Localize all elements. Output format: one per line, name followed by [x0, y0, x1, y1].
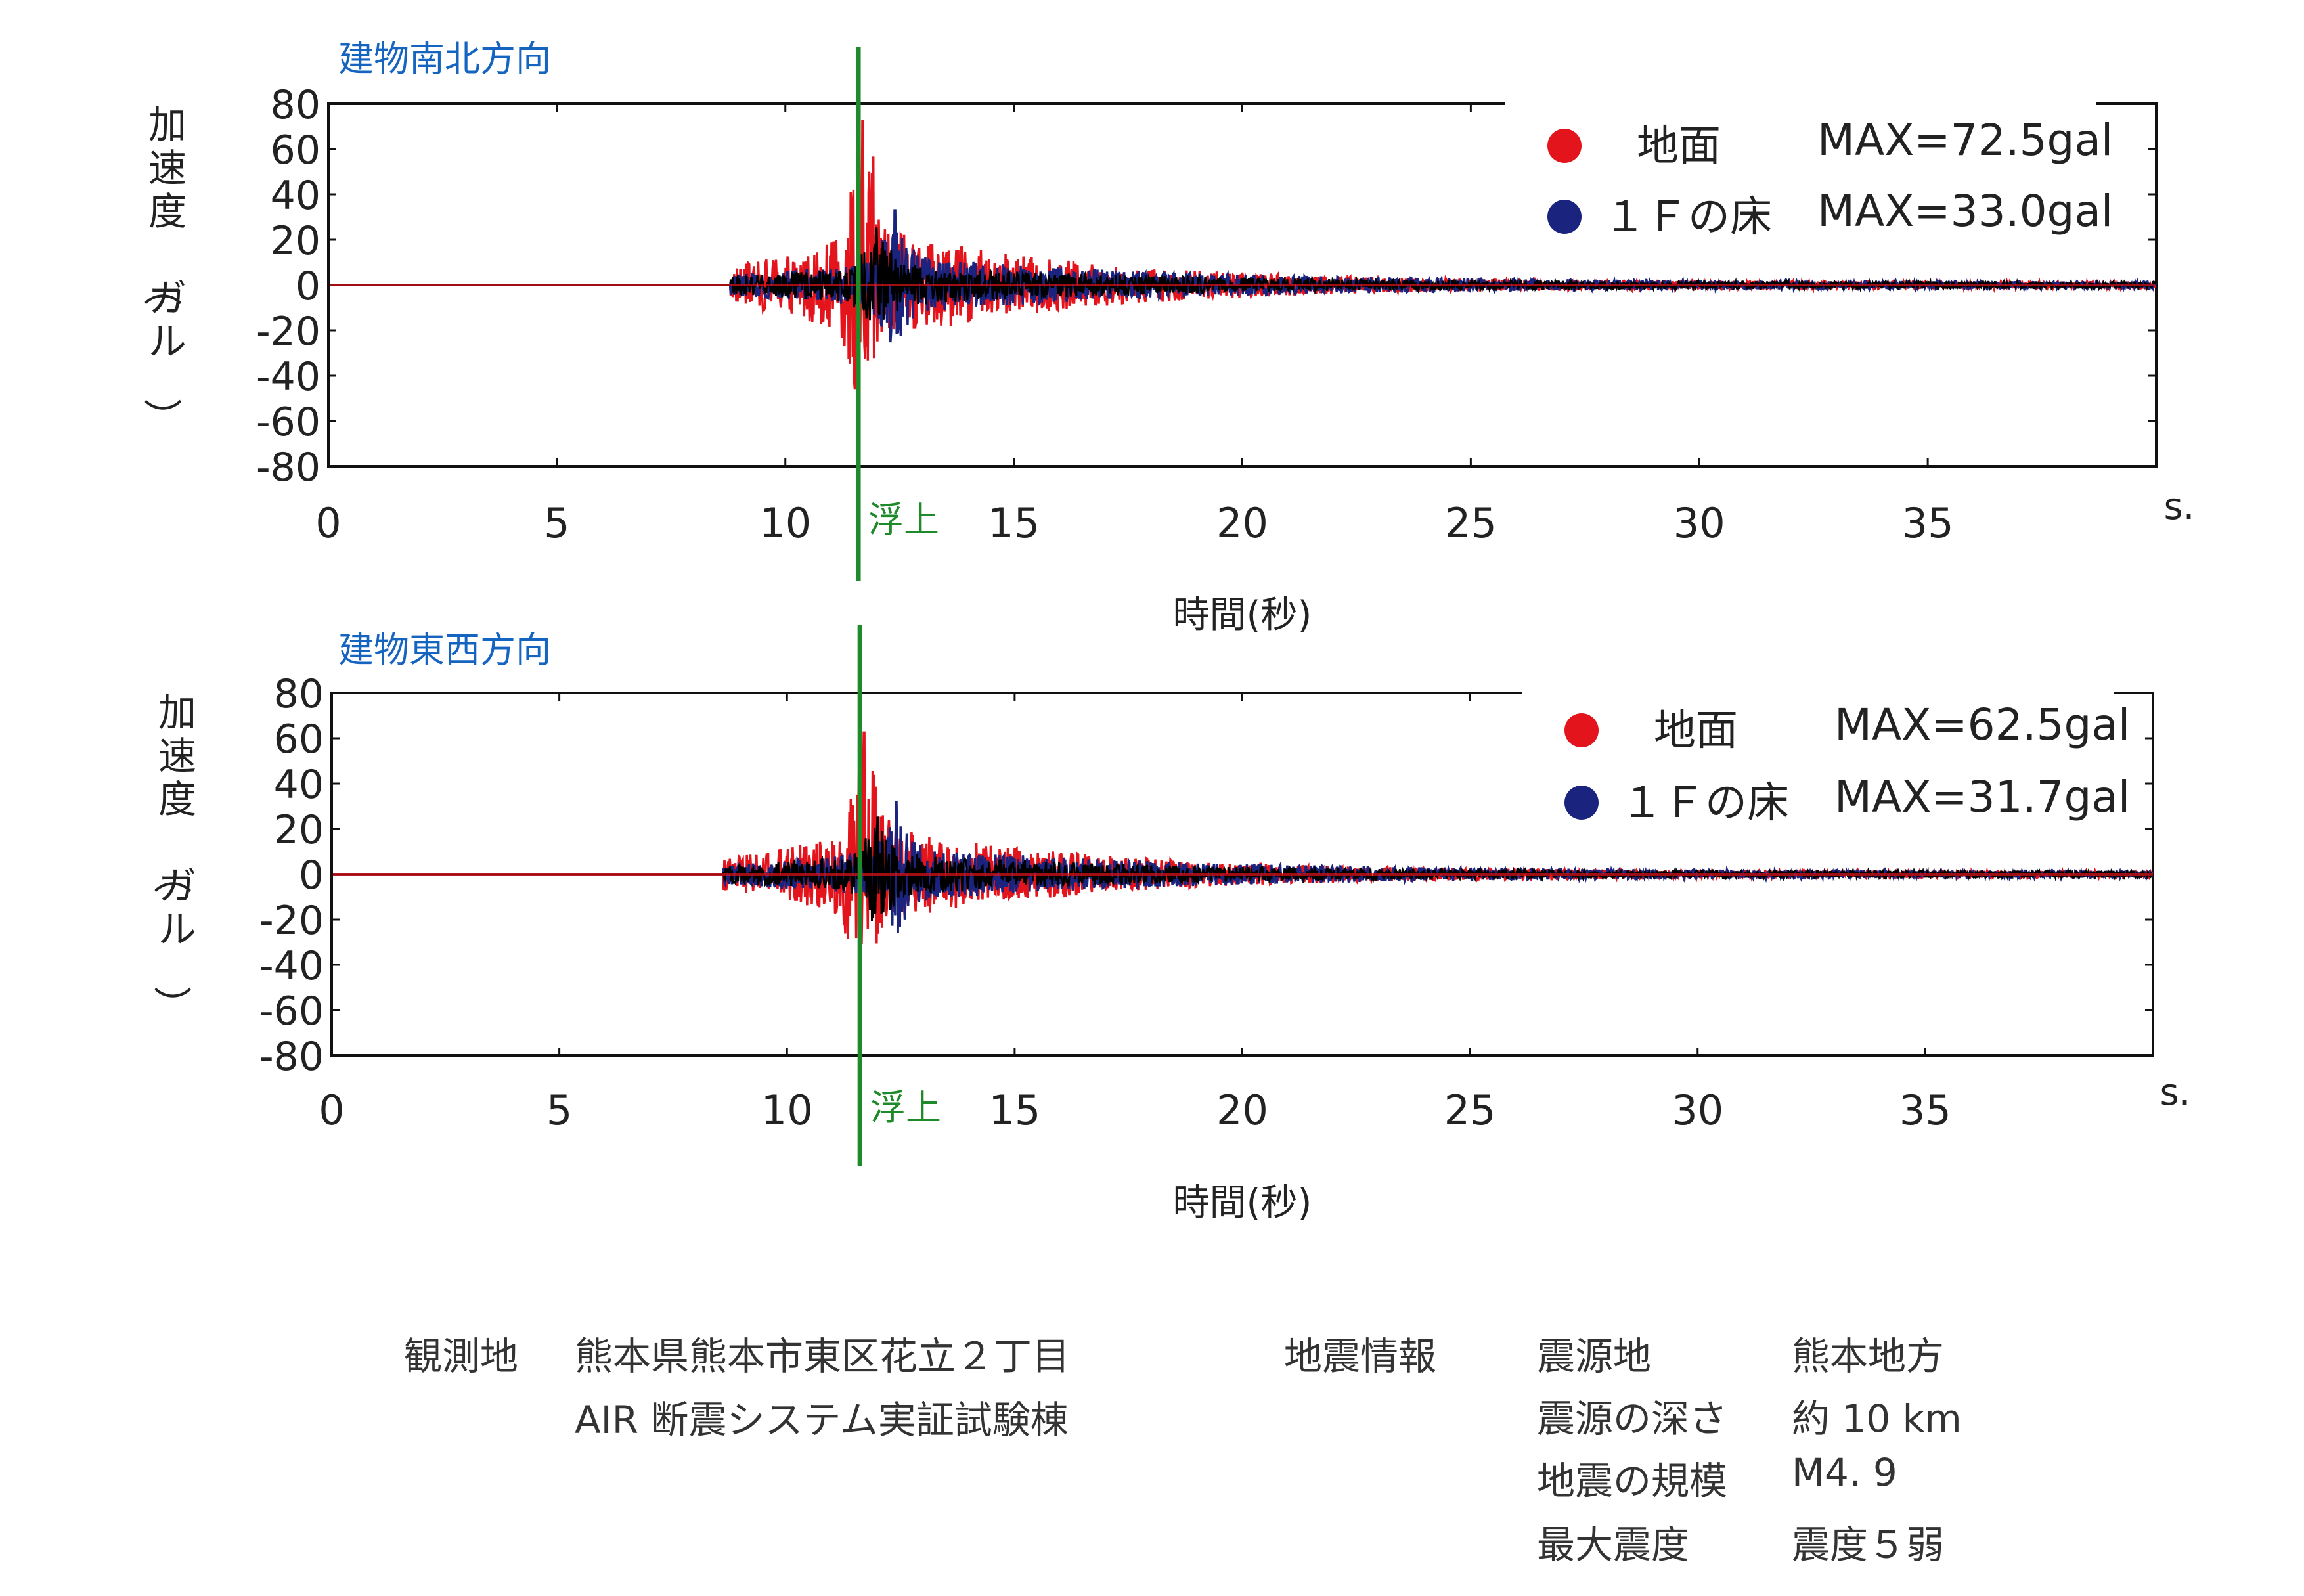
y-tick-label: 60	[271, 127, 321, 173]
x-tick-label: 0	[319, 1086, 344, 1134]
legend-label-1: １Ｆの床	[1604, 193, 1772, 242]
y-axis-label-char: ル	[158, 907, 196, 952]
x-tick-label: 0	[315, 499, 341, 547]
chart-title: 建物南北方向	[338, 38, 551, 79]
x-tick-label: 15	[988, 1086, 1040, 1134]
building-name: AIR 断震システム実証試験棟	[575, 1398, 1069, 1442]
intensity-label: 最大震度	[1537, 1522, 1690, 1567]
y-tick-label: -60	[256, 399, 321, 445]
epicenter-label: 震源地	[1537, 1334, 1652, 1379]
x-tick-label: 5	[546, 1086, 572, 1134]
y-tick-label: 40	[274, 762, 324, 808]
y-tick-label: -60	[259, 988, 324, 1034]
x-tick-label: 20	[1216, 1086, 1268, 1134]
y-axis-label-char: ガ	[148, 276, 187, 321]
x-unit-label: s.	[2160, 1071, 2191, 1114]
x-unit-label: s.	[2164, 485, 2195, 528]
y-axis-label-char: （	[149, 856, 194, 894]
magnitude-label: 地震の規模	[1537, 1459, 1728, 1503]
y-tick-label: 80	[271, 82, 321, 128]
depth-value: 約 10 km	[1792, 1396, 1962, 1441]
quake-info-label: 地震情報	[1284, 1334, 1437, 1379]
legend-label-0: 地面	[1637, 122, 1721, 171]
depth-label: 震源の深さ	[1537, 1396, 1728, 1441]
y-tick-label: 20	[274, 807, 324, 853]
legend-max-1: MAX=33.0gal	[1817, 186, 2113, 236]
y-axis-label-char: ）	[149, 986, 194, 1024]
legend-label-1: １Ｆの床	[1621, 779, 1789, 828]
legend-marker-1	[1564, 786, 1599, 820]
float-marker-label: 浮上	[868, 499, 939, 541]
location-label: 観測地	[404, 1334, 519, 1379]
legend-label-0: 地面	[1654, 707, 1738, 755]
x-tick-label: 20	[1216, 499, 1268, 547]
x-axis-label: 時間(秒)	[1173, 594, 1312, 636]
y-tick-label: 0	[299, 853, 324, 898]
legend-marker-0	[1547, 129, 1582, 163]
legend-max-0: MAX=62.5gal	[1834, 699, 2130, 750]
x-tick-label: 35	[1902, 499, 1954, 547]
epicenter-value: 熊本地方	[1792, 1334, 1945, 1379]
y-axis-label-char: 度	[148, 189, 187, 234]
magnitude-value: M4. 9	[1792, 1450, 1897, 1495]
legend-max-1: MAX=31.7gal	[1834, 772, 2130, 822]
x-tick-label: 5	[544, 499, 569, 547]
y-tick-label: 0	[296, 263, 321, 309]
intensity-value: 震度５弱	[1792, 1522, 1945, 1567]
float-marker-label: 浮上	[870, 1087, 941, 1128]
y-tick-label: 20	[271, 218, 321, 264]
y-tick-label: -20	[256, 309, 321, 355]
y-tick-label: -20	[259, 898, 324, 944]
x-tick-label: 35	[1899, 1086, 1951, 1134]
legend-marker-0	[1564, 713, 1599, 747]
legend-max-0: MAX=72.5gal	[1817, 115, 2113, 166]
y-axis-label-char: 度	[158, 777, 196, 822]
legend-marker-1	[1547, 200, 1582, 234]
y-axis-label-char: 速	[148, 146, 187, 190]
chart-title: 建物東西方向	[338, 629, 551, 671]
y-axis-label-char: 加	[148, 102, 187, 147]
x-axis-label: 時間(秒)	[1173, 1182, 1312, 1224]
y-axis-label: 加速度 （ガル ）	[139, 102, 187, 436]
y-tick-label: 40	[271, 173, 321, 219]
legend-box	[1522, 684, 2114, 822]
y-tick-label: -80	[259, 1034, 324, 1080]
x-tick-label: 15	[988, 499, 1040, 547]
x-tick-label: 25	[1445, 499, 1497, 547]
y-tick-label: -40	[259, 943, 324, 989]
x-tick-label: 30	[1673, 499, 1725, 547]
y-axis-label-char: ル	[148, 319, 187, 364]
x-tick-label: 10	[759, 499, 811, 547]
y-axis-label-char: ）	[139, 398, 184, 436]
legend-box	[1505, 100, 2096, 238]
y-tick-label: -40	[256, 354, 321, 400]
y-axis-label-char: ガ	[158, 864, 196, 908]
y-tick-label: 60	[274, 717, 324, 763]
y-axis-label-char: 加	[158, 690, 196, 735]
y-tick-label: 80	[274, 671, 324, 717]
y-axis-label: 加速度 （ガル ）	[149, 690, 196, 1024]
x-tick-label: 30	[1672, 1086, 1723, 1134]
y-axis-label-char: （	[139, 268, 184, 306]
y-tick-label: -80	[256, 445, 321, 491]
location-value: 熊本県熊本市東区花立２丁目	[575, 1334, 1071, 1379]
y-axis-label-char: 速	[158, 734, 196, 778]
x-tick-label: 10	[761, 1086, 813, 1134]
x-tick-label: 25	[1444, 1086, 1496, 1134]
